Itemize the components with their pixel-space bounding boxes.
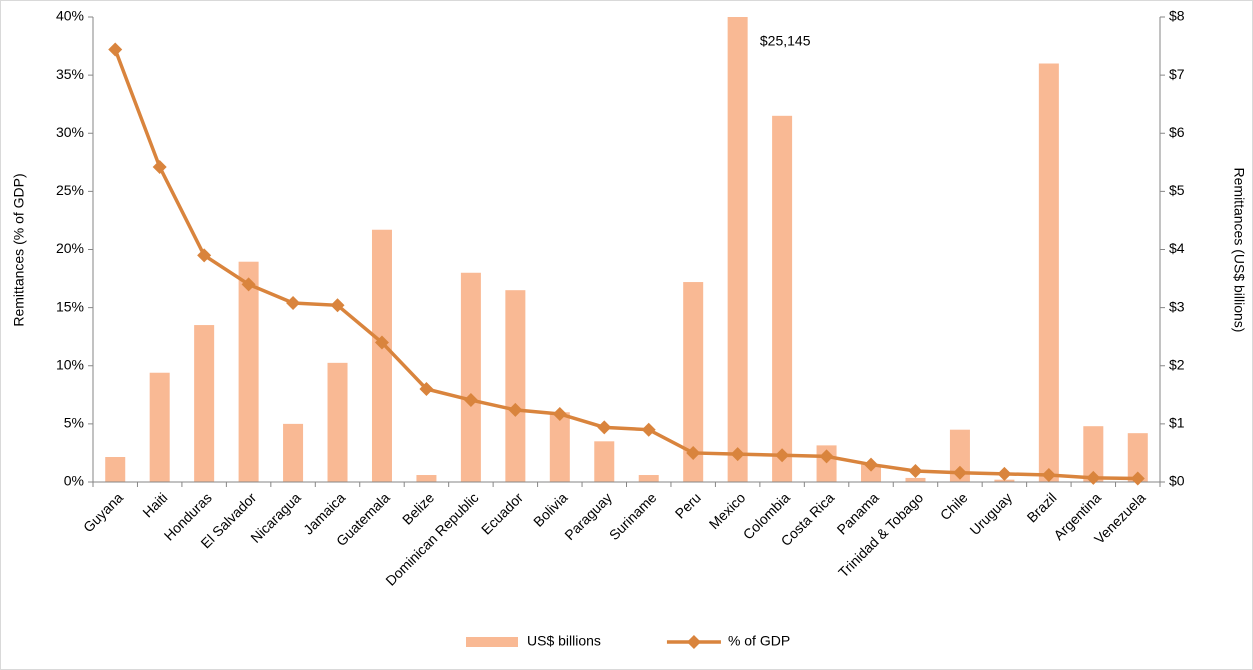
line-marker [552,406,567,421]
bar [727,17,748,482]
line-marker [952,465,967,480]
bar [949,429,970,482]
y2-tick-label: $8 [1169,8,1185,24]
line-marker [686,445,701,460]
y-tick-label: 5% [64,415,84,431]
legend-swatch [466,637,518,647]
line [113,48,1138,481]
line-marker [286,295,301,310]
line-marker [775,448,790,463]
bar [460,272,481,482]
bar [772,115,793,482]
line-marker [152,159,167,174]
line-marker [419,382,434,396]
y-tick-label: 40% [56,8,84,24]
bar [416,475,437,482]
line-marker [1041,468,1056,483]
bar [905,477,926,482]
line-marker [908,463,923,478]
y2-tick-label: $7 [1169,66,1185,82]
line-marker [641,422,656,437]
y2-tick-label: $5 [1169,182,1185,198]
line-marker [597,420,612,435]
y-tick-label: 10% [56,356,84,372]
bar [194,325,215,482]
bar [861,464,882,482]
y-tick-label: 25% [56,182,84,198]
y2-tick-label: $1 [1169,415,1185,431]
bar [371,229,392,482]
line-marker [241,277,256,292]
bar [549,412,570,482]
legend-label: US$ billions [527,633,601,649]
line-marker [108,42,123,57]
bar [1038,63,1059,482]
bar [1127,433,1148,482]
bar [238,261,259,482]
line-marker [864,457,879,472]
bar [594,441,615,482]
y-tick-label: 15% [56,298,84,314]
y2-tick-label: $3 [1169,298,1185,314]
line-marker [997,466,1012,481]
bar [327,362,348,482]
bar [505,290,526,482]
y2-tick-label: $2 [1169,356,1185,372]
line-marker [197,248,212,263]
y-tick-label: 30% [56,124,84,140]
bar [683,282,704,482]
line-marker [1086,470,1101,485]
line-marker [374,335,389,350]
y-tick-label: 0% [64,473,84,489]
bar [1083,426,1104,482]
line-marker [1130,471,1145,486]
legend-label: % of GDP [728,633,790,649]
data-label: $25,145 [760,33,811,49]
bar [638,475,659,482]
line-marker [508,402,523,417]
bar [283,423,304,482]
bar [105,457,126,482]
y2-axis-title: Remittances (US$ billions) [1231,168,1247,333]
bar [149,372,170,482]
y2-tick-label: $4 [1169,240,1185,256]
line-marker [463,393,478,408]
plot-area [105,17,1148,482]
y2-tick-label: $6 [1169,124,1185,140]
line-marker [819,449,834,464]
line-marker [730,447,745,462]
y-tick-label: 35% [56,66,84,82]
y-axis-title: Remittances (% of GDP) [11,173,27,326]
y2-tick-label: $0 [1169,473,1185,489]
y-tick-label: 20% [56,240,84,256]
line-marker [330,298,345,313]
legend-marker [686,635,701,649]
